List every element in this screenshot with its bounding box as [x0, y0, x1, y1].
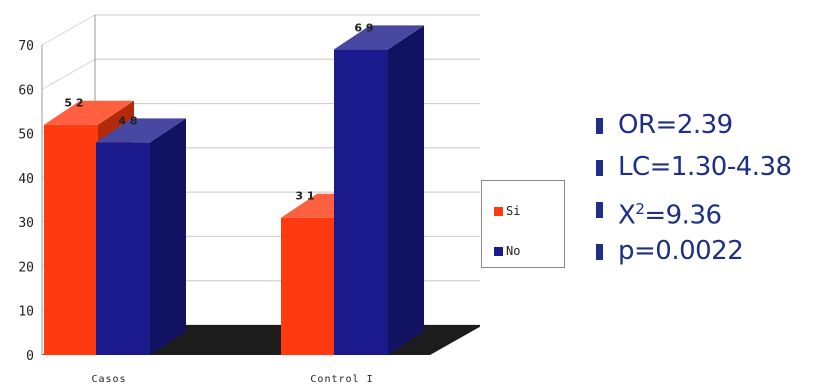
gridline-side	[41, 58, 96, 90]
chart-legend: Si No	[481, 180, 565, 268]
x-category-label: Casos	[91, 374, 126, 385]
data-label: 6 9	[354, 21, 373, 34]
stat-text: X	[618, 200, 636, 231]
bar-si-1	[281, 217, 335, 355]
bar-no-1	[334, 49, 388, 356]
stat-text: OR=2.39	[618, 110, 733, 140]
data-label: 3 1	[295, 190, 314, 203]
stat-chi-square: X2=9.36	[596, 188, 792, 231]
y-tick-label: 50	[18, 128, 34, 143]
data-label: 5 2	[64, 97, 83, 110]
y-tick-label: 0	[26, 349, 34, 364]
y-tick-label: 10	[18, 305, 34, 320]
bar-top-no-0	[96, 118, 186, 143]
bar-side-no-1	[388, 25, 424, 356]
stat-superscript: 2	[635, 200, 645, 218]
bar-no-0	[96, 142, 150, 355]
stat-text: p=0.0022	[618, 236, 744, 266]
legend-item-no: No	[494, 244, 520, 258]
y-tick-label: 30	[18, 216, 34, 231]
legend-item-si: Si	[494, 204, 520, 218]
stat-odds-ratio: OR=2.39	[596, 104, 792, 146]
bar-chart: 0 10 20 30 40 50 60 70 5 2 4 8 Casos 3 1 6 9 Control …	[18, 14, 480, 385]
bar-si-0	[44, 124, 98, 355]
bullet-icon	[596, 244, 603, 260]
statistics-list: OR=2.39 LC=1.30-4.38 X2=9.36 p=0.0022	[596, 104, 792, 272]
gridline-side	[41, 14, 96, 46]
y-tick-label: 20	[18, 260, 34, 275]
stat-p-value: p=0.0022	[596, 230, 792, 272]
stat-text: LC=1.30-4.38	[618, 152, 792, 182]
legend-label-no: No	[506, 244, 521, 258]
bullet-icon	[596, 160, 603, 176]
bar-top-no-1	[334, 25, 424, 50]
y-tick-label: 70	[18, 39, 34, 54]
stat-confidence-limits: LC=1.30-4.38	[596, 146, 792, 188]
legend-label-si: Si	[506, 204, 521, 218]
y-tick-label: 40	[18, 172, 34, 187]
x-category-label: Control I	[310, 374, 373, 385]
legend-swatch-si	[494, 206, 503, 216]
bullet-icon	[596, 118, 603, 134]
legend-swatch-no	[494, 246, 503, 256]
bullet-icon	[596, 202, 603, 218]
y-tick-label: 60	[18, 83, 34, 98]
data-label: 4 8	[118, 114, 137, 127]
bar-top-si-0	[44, 100, 134, 125]
bar-side-no-0	[150, 118, 186, 355]
stat-text-suffix: =9.36	[644, 200, 722, 231]
